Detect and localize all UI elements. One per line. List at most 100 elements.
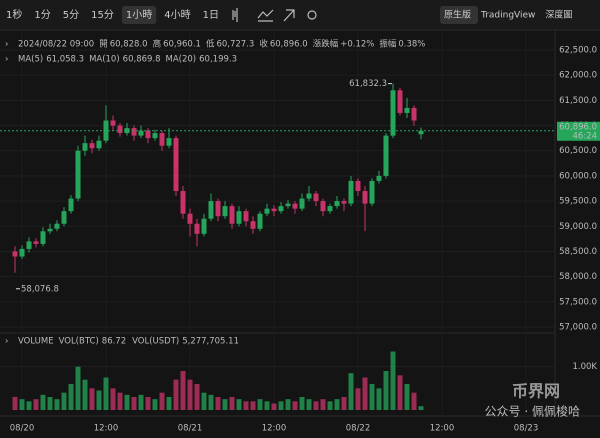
candle-body (131, 128, 137, 136)
volume-bar (334, 399, 340, 410)
header-field-value: 60,896.0 (270, 40, 308, 50)
ma-name: MA(20) (166, 55, 197, 65)
volume-caret: › (5, 337, 8, 347)
volume-bar (159, 392, 165, 410)
volume-bar (313, 401, 319, 410)
candle-body (215, 201, 221, 217)
header-field-value: +0.12% (340, 40, 374, 50)
volume-bar (376, 388, 382, 410)
y-tick-label: 57,000.0 (559, 323, 597, 333)
candle-body (61, 211, 67, 224)
volume-bar (131, 397, 137, 410)
candle-icon[interactable] (232, 8, 238, 22)
candle-body (166, 138, 172, 146)
draw-icon[interactable] (283, 9, 295, 22)
volume-bar (292, 401, 298, 410)
interval-button[interactable]: 5分 (63, 9, 79, 21)
volume-bar (397, 375, 403, 410)
ma-name: MA(5) (18, 55, 43, 65)
candle-body (390, 90, 396, 136)
x-tick-label: 12:00 (94, 424, 119, 434)
high-annotation: 61,832.3 (349, 79, 387, 89)
y-tick-label: 59,000.0 (559, 222, 597, 232)
last-price-countdown: 46:24 (573, 131, 598, 141)
ma-value: 60,869.8 (123, 55, 161, 65)
candle-body (222, 206, 228, 217)
candle-body (299, 198, 305, 209)
interval-button[interactable]: 1小時 (126, 9, 152, 21)
ma-value: 61,058.3 (46, 55, 84, 65)
volume-bar (145, 397, 151, 410)
header-field-label: 振幅 (379, 39, 397, 50)
candle-body (19, 248, 25, 257)
x-tick-label: 08/22 (346, 424, 371, 434)
volume-bar (348, 373, 354, 410)
view-button[interactable]: TradingView (480, 11, 535, 21)
last-price-box (557, 121, 600, 141)
candle-body (306, 193, 312, 199)
header-field-label: 收 (259, 39, 268, 50)
header-caret: › (5, 40, 8, 50)
volume-bar (285, 399, 291, 410)
volume-bar (103, 377, 109, 410)
ma-value: 60,199.3 (199, 55, 237, 65)
volume-bar (180, 371, 186, 410)
interval-button[interactable]: 1日 (203, 10, 219, 21)
volume-bar (369, 384, 375, 410)
volume-bar (362, 377, 368, 410)
candle-body (54, 223, 60, 229)
settings-icon[interactable] (307, 10, 317, 20)
interval-button[interactable]: 1分 (34, 9, 50, 21)
view-button[interactable]: 深度圖 (545, 9, 572, 21)
toolbar-icons (232, 8, 317, 22)
interval-button[interactable]: 1秒 (6, 8, 22, 21)
candle-body (145, 130, 151, 139)
volume-bar (208, 394, 214, 410)
volume-bar (54, 399, 60, 410)
volume-bar (264, 401, 270, 410)
header-field-value: 60,960.1 (163, 40, 201, 50)
x-tick-label: 12:00 (430, 424, 455, 434)
volume-bar (187, 379, 193, 410)
volume-bar (152, 399, 158, 410)
candle-body (117, 125, 123, 134)
y-tick-label: 58,500.0 (559, 247, 597, 257)
volume-bar (341, 397, 347, 410)
candle-body (208, 201, 214, 219)
interval-button[interactable]: 15分 (91, 9, 114, 21)
candle-body (180, 191, 186, 214)
candle-body (313, 193, 319, 202)
volume-bar (222, 399, 228, 410)
volume-bar (124, 394, 130, 410)
watermark: 公众号 · 佩佩梭哈 (485, 404, 580, 419)
candle-body (355, 180, 361, 192)
view-active-bg (440, 6, 478, 24)
view-button[interactable]: 原生版 (444, 9, 471, 21)
volume-bar (166, 397, 172, 410)
candle-body (362, 191, 368, 204)
volume-bar (383, 371, 389, 410)
volume-bar (194, 384, 200, 410)
y-tick-label: 60,500.0 (559, 146, 597, 156)
volume-bar (404, 384, 410, 410)
y-tick-label: 62,500.0 (559, 46, 597, 56)
y-tick-label: 61,500.0 (559, 96, 597, 106)
y-tick-label: 60,000.0 (559, 171, 597, 181)
candle-body (33, 241, 39, 244)
candle-body (334, 201, 340, 207)
volume-bar (278, 401, 284, 410)
candle-body (89, 143, 95, 149)
candle-body (383, 135, 389, 176)
volume-bar (82, 379, 88, 410)
volume-bar (47, 397, 53, 410)
indicator-icon[interactable] (257, 9, 274, 22)
candle-body (278, 206, 284, 212)
interval-button[interactable]: 4小時 (164, 9, 190, 21)
header-field-label: 漲跌幅 (313, 39, 339, 50)
candle-body (159, 133, 165, 146)
candle-body (376, 175, 382, 181)
x-tick-label: 12:00 (262, 424, 287, 434)
candle-body (187, 213, 193, 224)
